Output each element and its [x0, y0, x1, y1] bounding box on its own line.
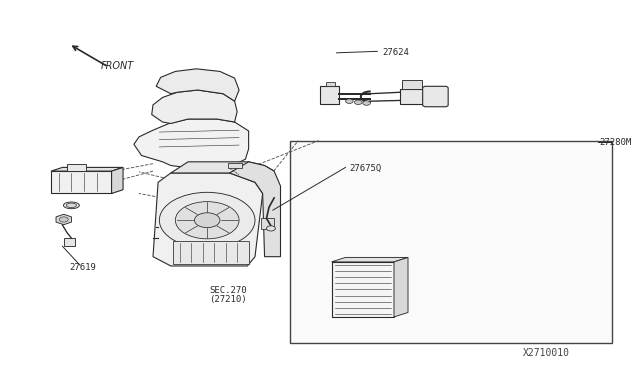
Bar — [401, 89, 424, 104]
Text: 27675Q: 27675Q — [349, 164, 381, 173]
Polygon shape — [111, 167, 123, 193]
Bar — [290, 141, 612, 343]
Polygon shape — [171, 162, 274, 173]
Polygon shape — [152, 90, 237, 124]
Text: 27280M: 27280M — [599, 138, 632, 147]
Circle shape — [266, 226, 275, 231]
Bar — [261, 218, 274, 229]
Circle shape — [60, 217, 68, 222]
Text: 27619: 27619 — [69, 263, 96, 272]
Circle shape — [355, 100, 362, 105]
FancyBboxPatch shape — [422, 86, 448, 107]
Polygon shape — [51, 171, 111, 193]
Polygon shape — [51, 167, 123, 171]
Polygon shape — [394, 257, 408, 317]
Polygon shape — [134, 119, 248, 168]
Bar — [173, 241, 248, 264]
Polygon shape — [156, 69, 239, 101]
Text: 27624: 27624 — [383, 48, 410, 57]
Ellipse shape — [63, 202, 79, 209]
Circle shape — [363, 101, 371, 105]
Polygon shape — [230, 162, 280, 257]
Text: SEC.270: SEC.270 — [209, 286, 247, 295]
Text: (27210): (27210) — [209, 295, 247, 304]
Bar — [332, 262, 394, 317]
Circle shape — [195, 213, 220, 228]
Polygon shape — [153, 173, 262, 266]
Bar — [67, 164, 86, 171]
Text: X2710010: X2710010 — [523, 348, 570, 358]
Ellipse shape — [67, 203, 77, 208]
Circle shape — [346, 99, 353, 103]
Circle shape — [175, 202, 239, 239]
Bar — [320, 86, 339, 104]
Text: FRONT: FRONT — [100, 61, 134, 71]
Bar — [64, 238, 76, 246]
Bar — [402, 80, 422, 89]
Circle shape — [159, 192, 255, 248]
Polygon shape — [332, 257, 408, 262]
Bar — [326, 82, 335, 86]
Bar — [228, 163, 243, 168]
Polygon shape — [56, 214, 72, 225]
